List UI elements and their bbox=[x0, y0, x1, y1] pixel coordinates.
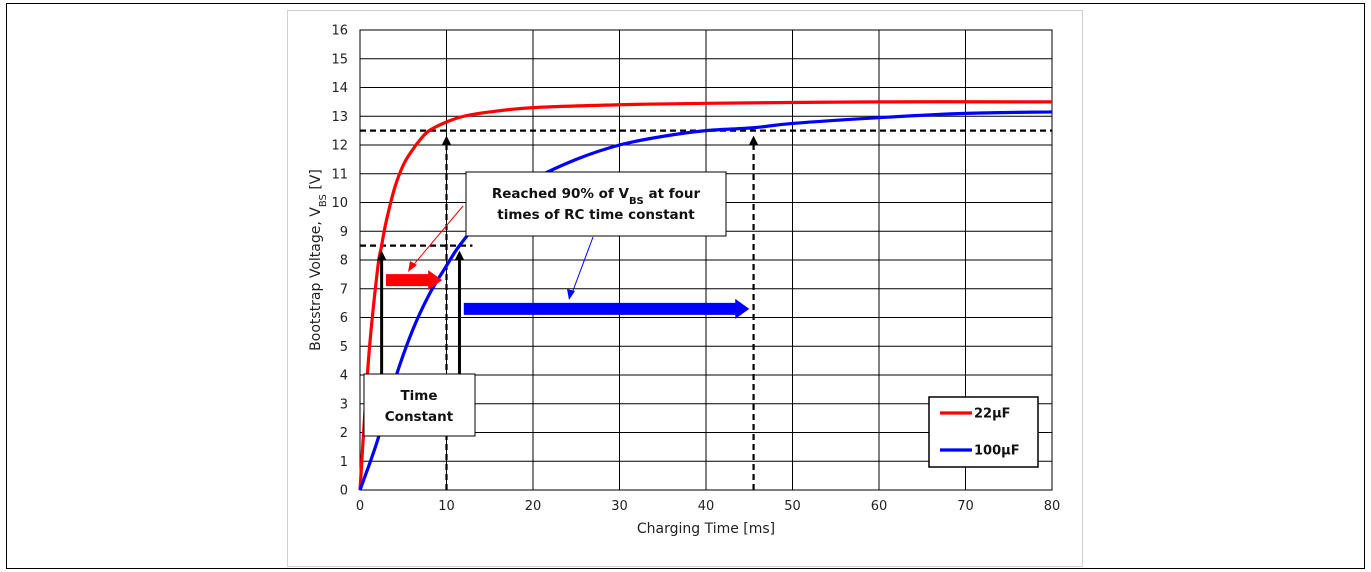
y-tick-label: 2 bbox=[340, 426, 348, 441]
y-tick-label: 13 bbox=[331, 110, 348, 125]
legend-box bbox=[928, 396, 1039, 468]
callout-leader-red bbox=[409, 205, 464, 270]
ninety-percent-callout-box bbox=[465, 171, 727, 237]
time-constant-callout-line: Constant bbox=[385, 409, 454, 425]
ninety-percent-callout-line1: Reached 90% of VBS at four bbox=[492, 186, 701, 207]
x-axis-title: Charging Time [ms] bbox=[637, 521, 775, 537]
x-tick-label: 80 bbox=[1044, 499, 1061, 514]
ninety-percent-callout-line2: times of RC time constant bbox=[497, 207, 695, 223]
y-tick-label: 1 bbox=[340, 455, 348, 470]
callout-leader-blue-head bbox=[567, 289, 575, 300]
x-tick-label: 50 bbox=[784, 499, 801, 514]
x-tick-label: 30 bbox=[611, 499, 628, 514]
red-span-arrow bbox=[385, 270, 443, 291]
x-tick-label: 10 bbox=[438, 499, 455, 514]
chart-panel: Reached 90% of VBS at four times of RC ti… bbox=[287, 10, 1083, 567]
callout-leader-red-head bbox=[408, 261, 417, 272]
y-tick-label: 12 bbox=[331, 139, 348, 154]
plot-border bbox=[359, 29, 1053, 491]
y-tick-label: 15 bbox=[331, 52, 348, 67]
y-tick-label: 3 bbox=[340, 397, 348, 412]
legend-label-0: 22µF bbox=[974, 407, 1011, 422]
legend-label-1: 100µF bbox=[974, 444, 1020, 459]
x-tick-label: 40 bbox=[698, 499, 715, 514]
x-tick-label: 60 bbox=[871, 499, 888, 514]
callout-leader-blue bbox=[570, 236, 594, 297]
y-tick-label: 0 bbox=[340, 484, 348, 499]
x-tick-label: 70 bbox=[957, 499, 974, 514]
y-axis-title: Bootstrap Voltage, VBS [V] bbox=[308, 169, 329, 351]
time-constant-callout-box bbox=[363, 373, 476, 437]
time-constant-callout-line: Time bbox=[400, 388, 437, 404]
x-tick-label: 0 bbox=[356, 499, 364, 514]
y-tick-label: 6 bbox=[340, 311, 348, 326]
y-tick-label: 14 bbox=[331, 81, 348, 96]
y-tick-label: 8 bbox=[340, 254, 348, 269]
y-tick-label: 10 bbox=[331, 196, 348, 211]
blue-span-arrow bbox=[463, 298, 750, 319]
y-tick-label: 9 bbox=[340, 225, 348, 240]
y-tick-label: 16 bbox=[331, 24, 348, 39]
y-tick-label: 11 bbox=[331, 167, 348, 182]
y-tick-label: 4 bbox=[340, 369, 348, 384]
y-tick-label: 5 bbox=[340, 340, 348, 355]
y-tick-label: 7 bbox=[340, 282, 348, 297]
outer-frame bbox=[6, 3, 1365, 569]
x-tick-label: 20 bbox=[525, 499, 542, 514]
